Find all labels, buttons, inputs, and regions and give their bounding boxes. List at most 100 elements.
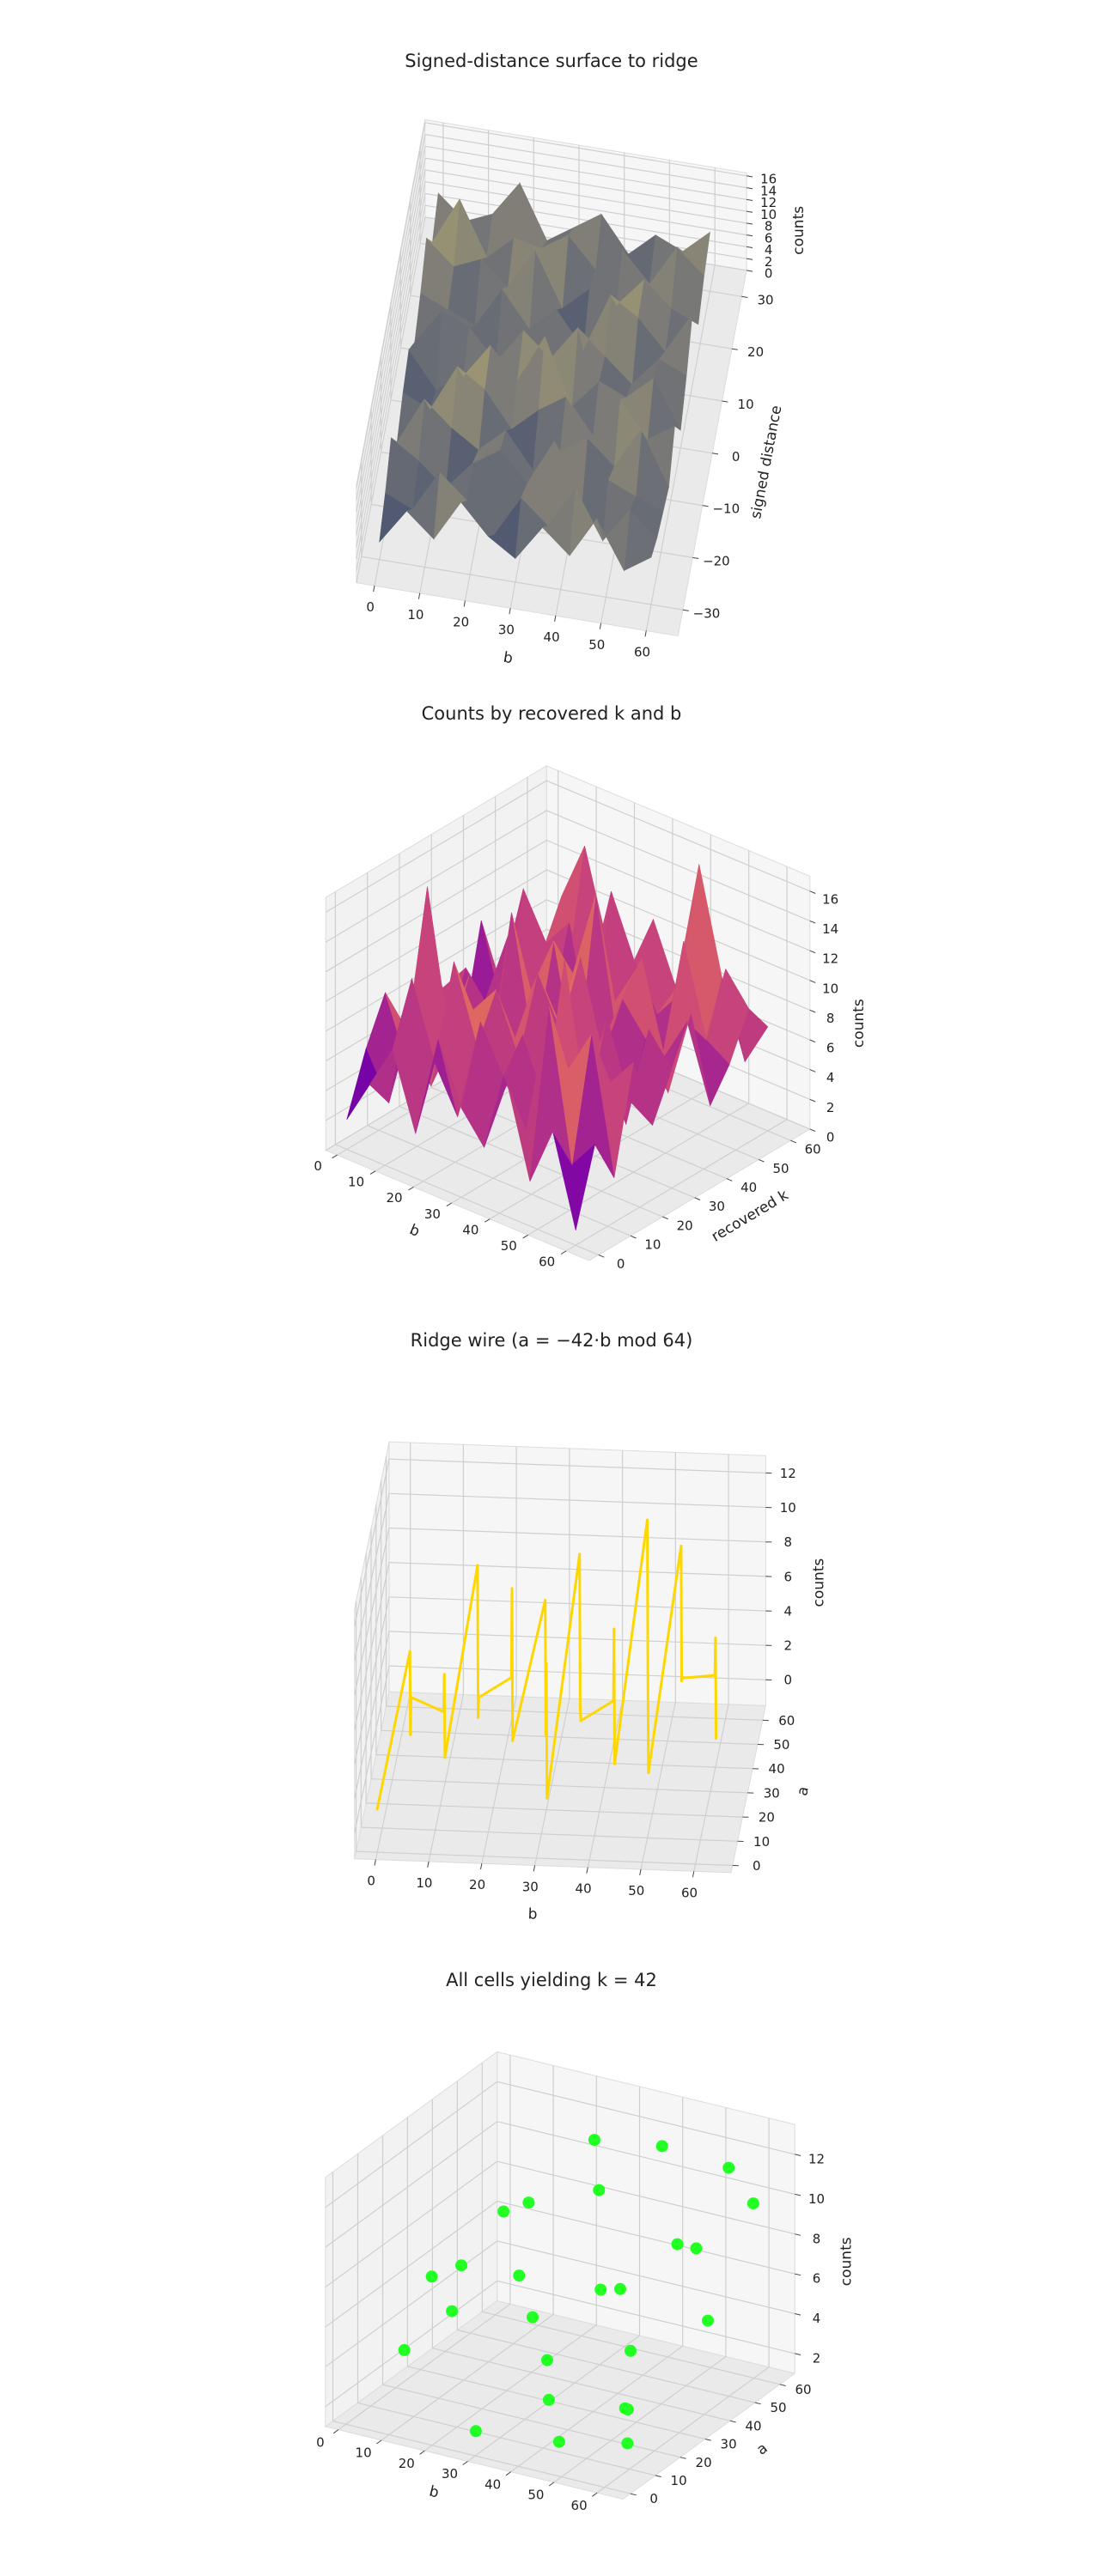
tick-mark <box>630 2493 637 2496</box>
surface-face <box>502 249 536 330</box>
tick-mark <box>809 1069 816 1072</box>
z-tick-label: 4 <box>826 1070 835 1085</box>
grid-line <box>356 122 426 489</box>
y-tick-label: 50 <box>772 1161 789 1176</box>
wire-segment <box>579 1699 615 1722</box>
grid-line <box>546 780 811 892</box>
grid-line <box>325 2280 498 2408</box>
tick-mark <box>747 175 753 178</box>
z-axis-label: counts <box>810 1558 827 1607</box>
x-tick-label: 10 <box>416 1875 432 1891</box>
tick-mark <box>747 246 753 248</box>
x-tick-label: 50 <box>588 637 605 653</box>
z-tick-label: 8 <box>765 219 773 234</box>
grid-line <box>354 1631 390 1799</box>
z-tick-label: 6 <box>826 1041 835 1056</box>
tick-mark <box>795 2313 801 2316</box>
x-tick-label: 40 <box>484 2477 501 2493</box>
tick-mark <box>679 2457 686 2459</box>
z-axis-label: counts <box>850 999 868 1048</box>
tick-mark <box>809 950 816 954</box>
tick-mark <box>692 1871 695 1878</box>
z-tick-label: 12 <box>760 195 777 210</box>
y-tick-label: 10 <box>671 2473 687 2488</box>
scatter-point <box>625 2344 637 2357</box>
x-tick-label: 30 <box>424 1206 441 1222</box>
wire-segment <box>510 1587 515 1742</box>
surface-face <box>549 1006 592 1165</box>
wire-segment <box>647 1544 683 1774</box>
x-tick-label: 40 <box>462 1223 478 1238</box>
tick-mark <box>795 2193 801 2196</box>
tick-mark <box>417 592 421 599</box>
tick-mark <box>419 2450 425 2455</box>
surface-face <box>472 429 507 465</box>
x-tick-label: 0 <box>367 1874 375 1889</box>
z-tick-label: 16 <box>760 172 777 187</box>
grid-line <box>527 1103 750 1236</box>
x-tick-label: 40 <box>576 1881 592 1897</box>
grid-line <box>366 1802 743 1818</box>
scatter-point <box>513 2269 526 2282</box>
grid-line <box>356 1850 733 1867</box>
surface-face <box>608 428 643 497</box>
x-tick-label: 10 <box>356 2445 372 2461</box>
wire-segment <box>646 1518 649 1674</box>
tick-mark <box>509 608 511 615</box>
x-tick-label: 50 <box>628 1883 644 1899</box>
grid-line <box>370 1778 748 1794</box>
grid-line <box>534 1698 570 1866</box>
scatter-point <box>747 2197 759 2210</box>
tick-mark <box>592 2492 598 2497</box>
wire-segment <box>612 1627 616 1765</box>
y-tick-label: 20 <box>677 1218 693 1233</box>
grid-line <box>424 134 747 189</box>
x-axis-label: b <box>428 2483 441 2502</box>
tick-mark <box>809 920 816 924</box>
y-axis-label: signed distance <box>747 404 785 520</box>
grid-line <box>354 1493 390 1661</box>
z-tick-label: 10 <box>808 2191 825 2207</box>
grid-line <box>388 1458 766 1473</box>
tick-mark <box>747 270 753 272</box>
scatter-point <box>446 2305 459 2318</box>
scatter-point <box>552 2435 565 2448</box>
z-tick-label: 2 <box>765 254 773 270</box>
wire-segment <box>442 1673 447 1759</box>
y-tick-label: −30 <box>693 605 721 621</box>
wire-segment <box>613 1518 649 1765</box>
tick-mark <box>702 505 709 507</box>
grid-line <box>497 2121 795 2195</box>
tick-mark <box>754 2402 761 2405</box>
tick-mark <box>809 980 816 983</box>
x-tick-label: 30 <box>442 2466 458 2482</box>
y-tick-label: 10 <box>753 1834 770 1850</box>
tick-mark <box>462 2460 468 2465</box>
z-tick-label: 14 <box>760 183 777 198</box>
tick-mark <box>554 615 557 622</box>
floor-pane <box>354 1691 766 1874</box>
chart-title: All cells yielding k = 42 <box>446 1970 657 1990</box>
tick-mark <box>655 2475 661 2477</box>
tick-mark <box>726 1178 733 1182</box>
tick-mark <box>682 609 689 611</box>
grid-line <box>424 145 747 200</box>
grid-line <box>354 1562 390 1730</box>
scatter-point <box>398 2343 411 2356</box>
grid-line <box>497 2081 795 2155</box>
tick-mark <box>369 1170 376 1175</box>
scatter-point <box>588 2134 600 2147</box>
z-tick-label: 4 <box>765 242 773 258</box>
wire-segment <box>443 1564 479 1759</box>
y-tick-label: 60 <box>778 1713 795 1728</box>
tick-mark <box>809 1009 816 1013</box>
wire-segment <box>477 1676 513 1699</box>
surface-face <box>658 313 693 376</box>
z-tick-label: 2 <box>784 1638 793 1654</box>
z-tick-label: 12 <box>780 1466 796 1481</box>
grid-line <box>407 2366 706 2440</box>
tick-mark <box>463 600 466 607</box>
grid-line <box>356 146 426 513</box>
y-tick-label: 20 <box>747 344 764 360</box>
scatter-point <box>469 2425 482 2438</box>
